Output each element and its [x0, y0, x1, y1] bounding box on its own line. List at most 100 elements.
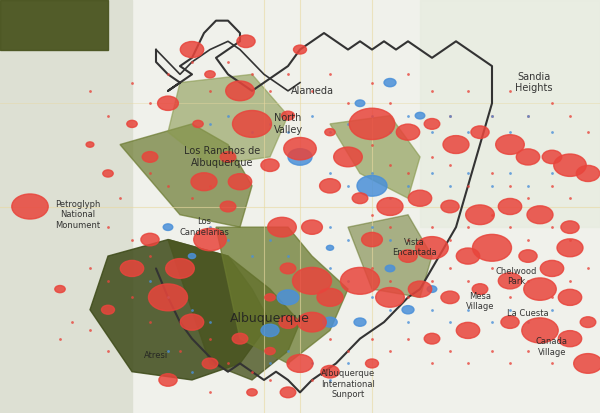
Circle shape — [12, 194, 48, 219]
Circle shape — [288, 149, 312, 165]
Point — [325, 129, 335, 135]
Point — [283, 360, 293, 367]
Point — [403, 319, 413, 325]
Circle shape — [247, 389, 257, 396]
Point — [463, 129, 473, 135]
Point — [145, 253, 155, 259]
Circle shape — [574, 354, 600, 373]
Point — [505, 183, 515, 189]
Point — [463, 224, 473, 230]
Point — [367, 224, 377, 230]
Point — [163, 294, 173, 301]
Circle shape — [321, 366, 339, 378]
Polygon shape — [216, 227, 348, 363]
Point — [343, 183, 353, 189]
Point — [547, 100, 557, 107]
Point — [343, 100, 353, 107]
Circle shape — [166, 259, 194, 278]
Circle shape — [557, 239, 583, 257]
Point — [385, 306, 395, 313]
Point — [463, 183, 473, 189]
Circle shape — [261, 159, 279, 171]
Circle shape — [326, 245, 334, 250]
Circle shape — [158, 96, 178, 110]
Polygon shape — [0, 0, 108, 50]
Circle shape — [202, 358, 218, 369]
Point — [187, 306, 197, 313]
Point — [547, 294, 557, 301]
Point — [343, 278, 353, 284]
Circle shape — [499, 199, 522, 215]
Point — [103, 112, 113, 119]
Circle shape — [277, 290, 299, 305]
Point — [265, 88, 275, 94]
Point — [445, 112, 455, 119]
Point — [445, 112, 455, 119]
Point — [505, 306, 515, 313]
Point — [247, 368, 257, 375]
Text: Albuquerque
International
Sunport: Albuquerque International Sunport — [321, 369, 375, 399]
Circle shape — [441, 200, 459, 213]
Circle shape — [86, 142, 94, 147]
Circle shape — [473, 234, 511, 261]
Point — [205, 389, 215, 396]
Circle shape — [284, 138, 316, 160]
Circle shape — [409, 281, 432, 297]
Point — [547, 183, 557, 189]
Point — [367, 141, 377, 148]
Point — [265, 360, 275, 367]
Point — [445, 236, 455, 243]
Polygon shape — [0, 0, 132, 413]
Point — [307, 377, 317, 383]
Circle shape — [376, 287, 404, 307]
Point — [325, 335, 335, 342]
Circle shape — [471, 126, 489, 138]
Circle shape — [265, 347, 275, 355]
Point — [103, 224, 113, 230]
Circle shape — [103, 170, 113, 177]
Point — [463, 360, 473, 367]
Point — [367, 170, 377, 177]
Circle shape — [298, 312, 326, 332]
Text: La Cuesta: La Cuesta — [507, 309, 549, 318]
Point — [85, 327, 95, 334]
Circle shape — [229, 173, 252, 190]
Circle shape — [349, 108, 395, 140]
Polygon shape — [168, 74, 288, 165]
Point — [247, 129, 257, 135]
Point — [487, 319, 497, 325]
Circle shape — [237, 35, 255, 47]
Point — [565, 195, 575, 202]
Point — [307, 112, 317, 119]
Circle shape — [341, 268, 380, 294]
Text: Vista
Encantada: Vista Encantada — [392, 238, 436, 257]
Circle shape — [334, 147, 362, 167]
Point — [325, 224, 335, 230]
Point — [247, 253, 257, 259]
Point — [403, 71, 413, 78]
Circle shape — [402, 306, 414, 314]
Point — [85, 88, 95, 94]
Point — [487, 170, 497, 177]
Point — [265, 236, 275, 243]
Circle shape — [205, 71, 215, 78]
Point — [427, 360, 437, 367]
Point — [523, 183, 533, 189]
Circle shape — [416, 237, 448, 259]
Point — [67, 319, 77, 325]
Point — [283, 71, 293, 78]
Point — [565, 278, 575, 284]
Circle shape — [397, 124, 420, 140]
Point — [385, 162, 395, 169]
Point — [463, 88, 473, 94]
Circle shape — [542, 150, 562, 164]
Circle shape — [120, 261, 144, 277]
Circle shape — [352, 193, 368, 204]
Circle shape — [580, 317, 596, 328]
Point — [205, 335, 215, 342]
Text: Los
Candelarias: Los Candelarias — [179, 218, 229, 237]
Point — [187, 368, 197, 375]
Point — [325, 170, 335, 177]
Circle shape — [527, 206, 553, 224]
Point — [385, 195, 395, 202]
